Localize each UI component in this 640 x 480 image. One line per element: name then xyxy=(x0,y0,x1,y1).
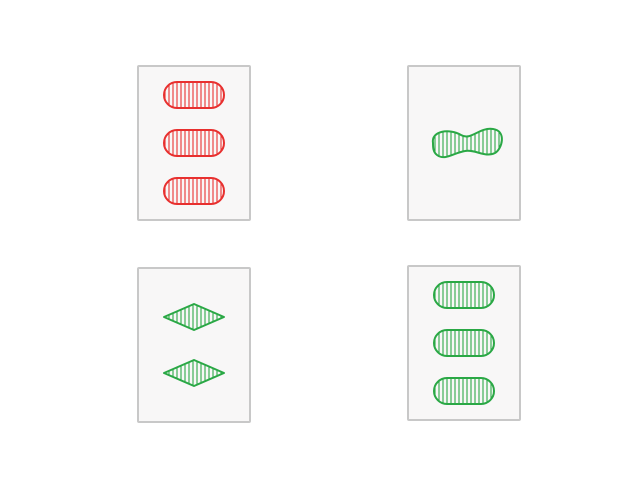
card-face xyxy=(163,303,225,387)
card-face xyxy=(431,127,503,159)
card-two-green-striped-diamonds[interactable] xyxy=(137,267,251,423)
diamond-symbol xyxy=(163,359,225,387)
squiggle-symbol xyxy=(431,127,503,159)
card-one-green-striped-squiggle[interactable] xyxy=(407,65,521,221)
card-face xyxy=(163,81,225,205)
oval-symbol xyxy=(433,281,495,309)
card-face xyxy=(433,281,495,405)
card-three-green-striped-ovals[interactable] xyxy=(407,265,521,421)
oval-symbol xyxy=(163,177,225,205)
oval-symbol xyxy=(433,329,495,357)
oval-symbol xyxy=(163,129,225,157)
card-three-red-striped-ovals[interactable] xyxy=(137,65,251,221)
oval-symbol xyxy=(163,81,225,109)
diamond-symbol xyxy=(163,303,225,331)
oval-symbol xyxy=(433,377,495,405)
